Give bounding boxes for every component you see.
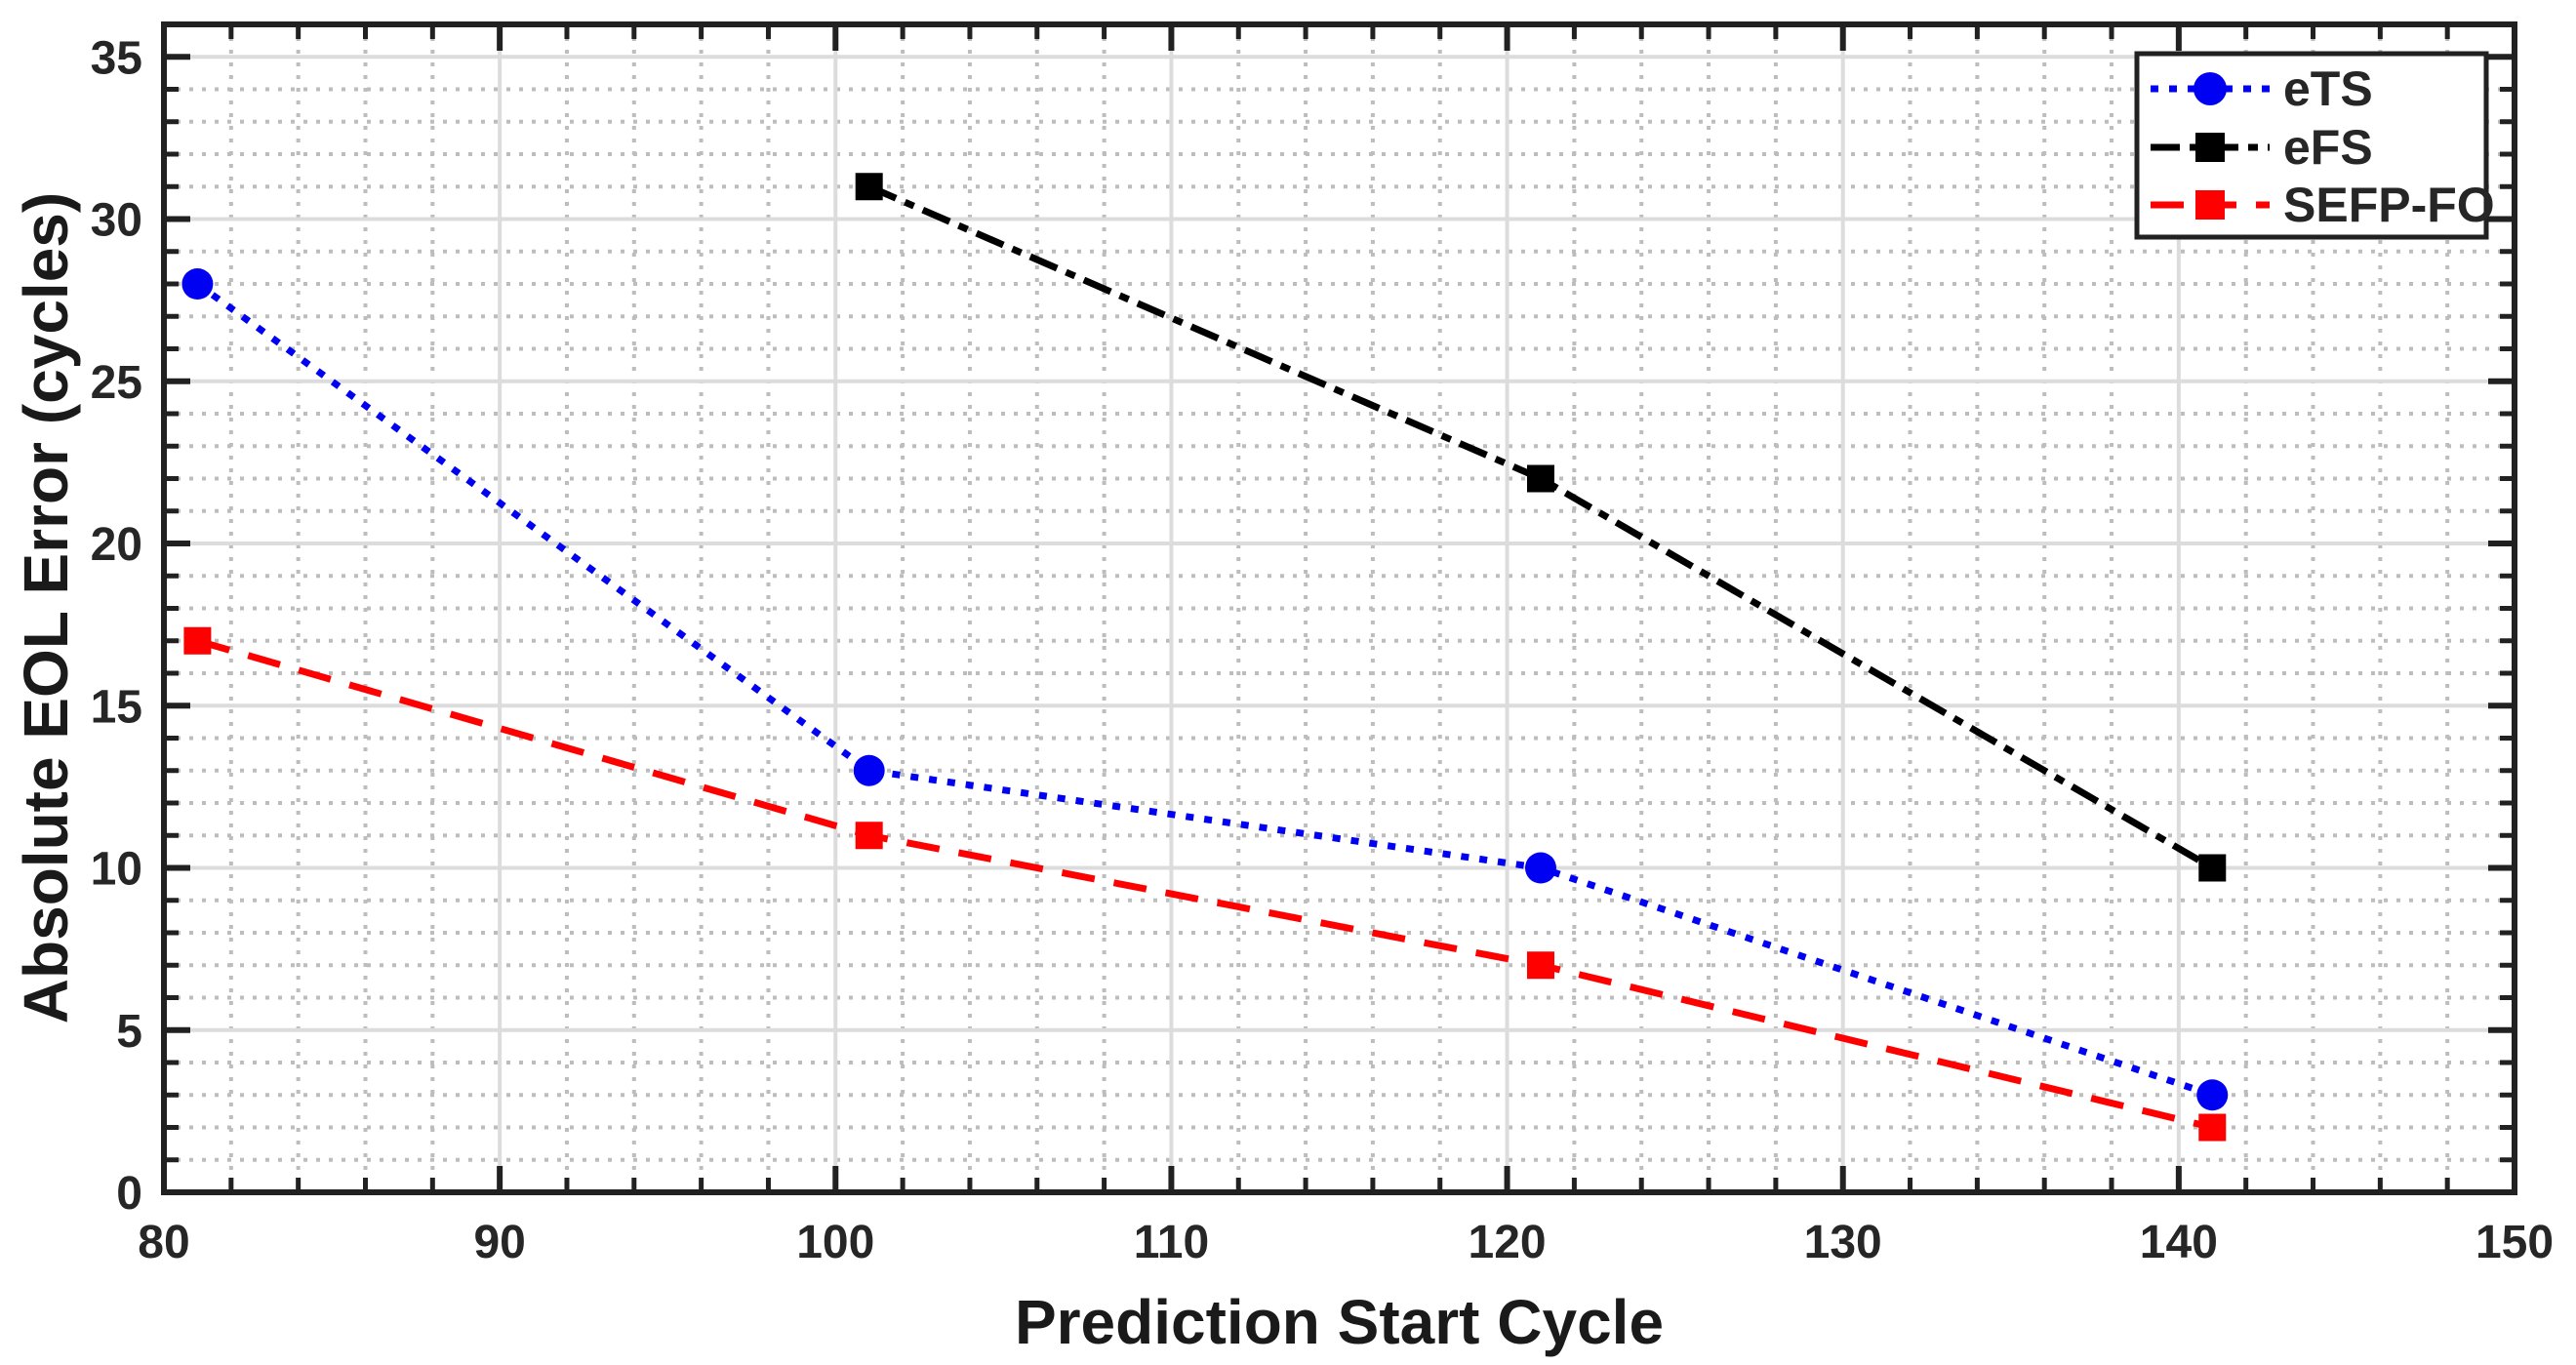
marker-eFS — [1526, 464, 1554, 493]
marker-SEFP-FO — [183, 626, 212, 655]
x-tick-label: 80 — [138, 1217, 189, 1268]
y-tick-label: 35 — [91, 32, 142, 84]
x-tick-label: 140 — [2140, 1217, 2218, 1268]
x-tick-label: 130 — [1804, 1217, 1882, 1268]
x-tick-label: 90 — [473, 1217, 525, 1268]
x-tick-label: 100 — [796, 1217, 874, 1268]
series-eTS — [181, 268, 2229, 1111]
series-line-eFS — [867, 183, 2215, 871]
x-axis-label: Prediction Start Cycle — [1014, 1287, 1665, 1357]
legend-label: eTS — [2283, 61, 2373, 116]
marker-eTS — [181, 268, 214, 300]
marker-eFS — [855, 173, 883, 201]
y-tick-label: 0 — [116, 1168, 142, 1220]
x-tick-labels: 80 90 100 110 120 130 140 150 — [138, 1217, 2554, 1268]
legend-entry-eTS: eTS — [2151, 61, 2373, 116]
minor-gridlines — [164, 24, 2515, 1192]
y-tick-label: 5 — [116, 1006, 142, 1058]
legend-marker — [2194, 72, 2227, 105]
marker-SEFP-FO — [1526, 951, 1554, 980]
series-eFS — [855, 173, 2227, 882]
x-tick-label: 110 — [1134, 1217, 1209, 1268]
marker-eTS — [2196, 1079, 2229, 1111]
marker-eTS — [853, 754, 885, 786]
y-axis-label: Absolute EOL Error (cycles) — [11, 191, 81, 1024]
legend-label: eFS — [2283, 120, 2373, 175]
marker-SEFP-FO — [855, 822, 883, 850]
y-tick-label: 25 — [91, 357, 142, 409]
marker-eFS — [2198, 854, 2227, 882]
y-tick-label: 10 — [91, 844, 142, 896]
legend-label: SEFP-FO — [2283, 178, 2495, 232]
series-line-eTS — [195, 281, 2214, 1099]
marker-SEFP-FO — [2198, 1113, 2227, 1142]
legend-marker — [2195, 190, 2225, 220]
series-SEFP-FO — [183, 626, 2227, 1142]
marker-eTS — [1524, 852, 1556, 884]
y-tick-label: 15 — [91, 681, 142, 733]
legend-entry-SEFP-FO: SEFP-FO — [2151, 178, 2495, 232]
y-tick-labels: 0 5 10 15 20 25 30 35 — [91, 32, 142, 1220]
y-tick-label: 20 — [91, 519, 142, 571]
x-tick-label: 150 — [2475, 1217, 2554, 1268]
x-tick-label: 120 — [1469, 1217, 1547, 1268]
legend-marker — [2195, 133, 2225, 162]
y-tick-label: 30 — [91, 195, 142, 247]
legend-entry-eFS: eFS — [2151, 120, 2373, 175]
axis-ticks — [161, 24, 2517, 1195]
